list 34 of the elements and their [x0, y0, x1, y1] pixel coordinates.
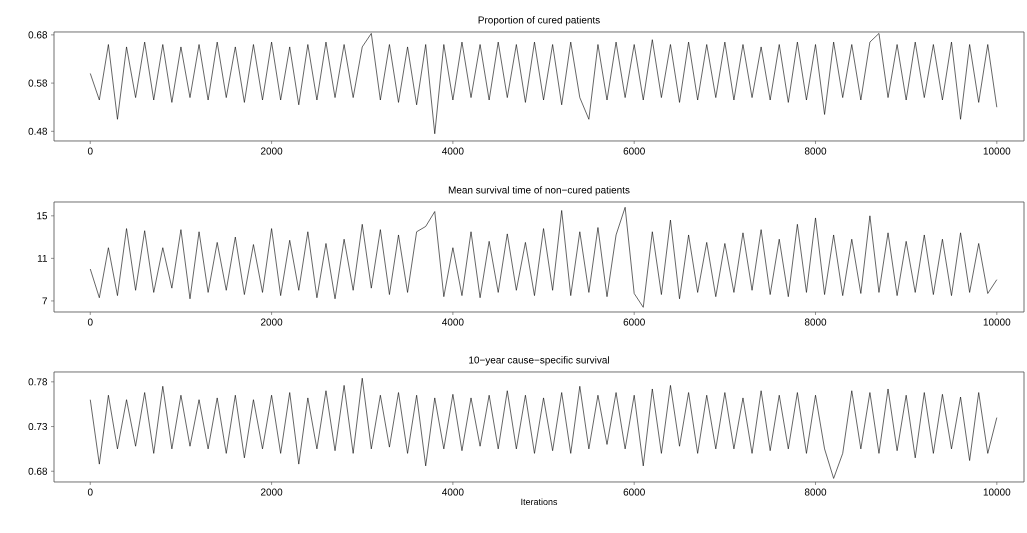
x-tick-label: 4000	[442, 488, 464, 496]
x-tick-label: 4000	[442, 318, 464, 326]
x-tick-label: 6000	[623, 488, 645, 496]
x-tick-label: 0	[87, 488, 93, 496]
x-tick-label: 4000	[442, 147, 464, 155]
x-tick-label: 10000	[983, 318, 1011, 326]
y-tick-label: 15	[37, 212, 48, 220]
x-tick-label: 6000	[623, 318, 645, 326]
y-tick-label: 11	[37, 254, 48, 262]
y-tick-label: 0.68	[28, 31, 48, 39]
y-tick-label: 0.48	[28, 127, 48, 135]
line-series	[89, 377, 998, 479]
y-tick-label: 0.78	[28, 378, 48, 386]
x-tick-label: 0	[87, 147, 93, 155]
y-tick-label: 0.73	[28, 423, 48, 431]
x-tick-label: 8000	[804, 318, 827, 326]
line-series	[89, 33, 998, 135]
x-axis-title: Iterations	[521, 498, 558, 505]
line-series	[89, 207, 998, 308]
x-tick-label: 2000	[261, 318, 283, 326]
x-tick-label: 2000	[261, 488, 283, 496]
x-tick-label: 0	[87, 318, 93, 326]
x-tick-label: 10000	[983, 147, 1011, 155]
x-tick-label: 2000	[261, 147, 283, 155]
y-tick-label: 7	[42, 297, 47, 305]
x-tick-label: 8000	[804, 488, 827, 496]
x-tick-label: 8000	[804, 147, 827, 155]
chart-title: 10−year cause−specific survival	[469, 356, 609, 366]
x-tick-label: 10000	[983, 488, 1011, 496]
x-tick-label: 6000	[623, 147, 645, 155]
chart-title: Mean survival time of non−cured patients	[448, 186, 630, 196]
y-tick-label: 0.58	[28, 79, 48, 87]
chart-title: Proportion of cured patients	[478, 16, 600, 26]
y-tick-label: 0.68	[28, 467, 48, 475]
